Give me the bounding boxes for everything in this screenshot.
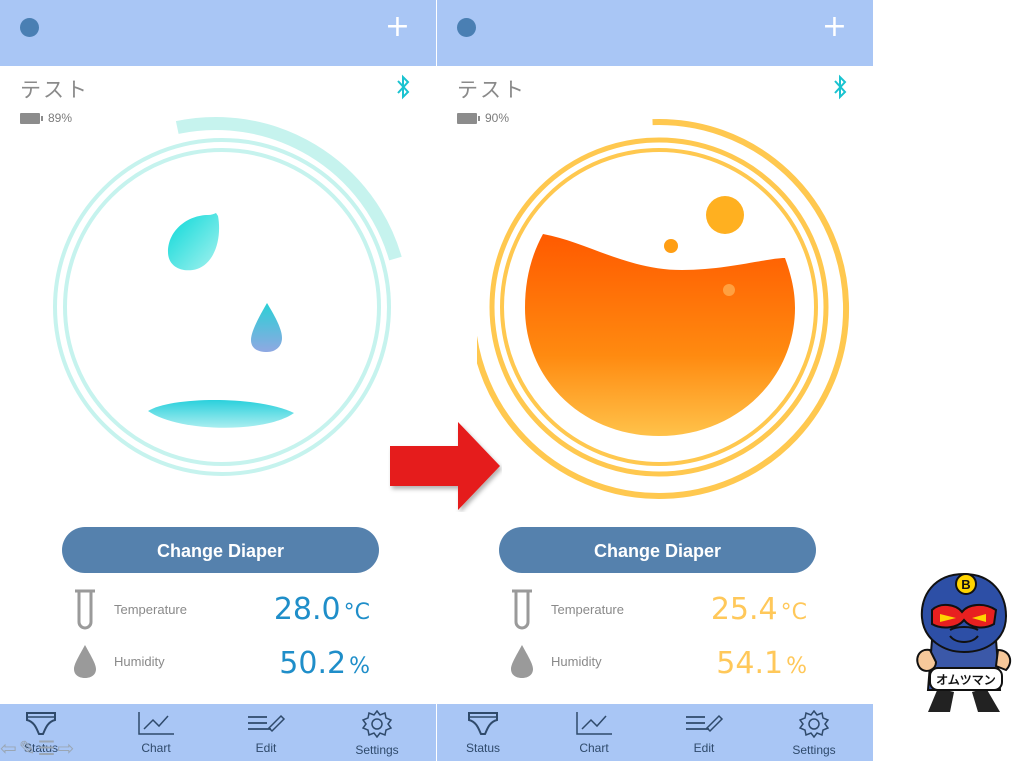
edit-icon [248, 714, 286, 733]
left-phone-screen: + テスト 89% Change Diaper [0, 0, 436, 761]
diaper-status-gauge [53, 117, 402, 476]
water-drop-icon [168, 213, 220, 271]
bluetooth-icon[interactable] [833, 74, 847, 100]
gear-icon [799, 710, 829, 738]
temperature-label: Temperature [551, 602, 624, 617]
nav-status-label: Status [465, 741, 501, 755]
temperature-label: Temperature [114, 602, 187, 617]
pen-icon[interactable]: ✎ [18, 738, 36, 760]
humidity-row: Humidity 54.1% [437, 642, 873, 686]
change-diaper-button[interactable]: Change Diaper [499, 527, 816, 573]
test-tube-icon [75, 589, 95, 630]
battery-icon [20, 112, 43, 124]
menu-icon[interactable]: ☰ [37, 738, 56, 760]
status-dot[interactable] [20, 18, 39, 37]
nav-edit-label: Edit [693, 741, 715, 755]
chart-icon [138, 712, 174, 735]
progress-arc [175, 117, 402, 261]
nav-status[interactable]: Status [438, 710, 528, 755]
change-diaper-button[interactable]: Change Diaper [62, 527, 379, 573]
add-icon[interactable]: + [821, 9, 847, 44]
humidity-value: 54.1% [716, 646, 807, 681]
nav-edit[interactable]: Edit [659, 710, 749, 755]
nav-settings-label: Settings [355, 743, 399, 757]
temperature-value: 28.0 °C [273, 592, 370, 627]
chart-icon [576, 712, 612, 735]
prev-arrow-icon[interactable]: ⇦ [0, 738, 17, 760]
add-icon[interactable]: + [384, 9, 410, 44]
temperature-row: Temperature 28.0 °C [0, 588, 436, 632]
battery-percent: 89% [48, 111, 73, 125]
status-dot[interactable] [457, 18, 476, 37]
slide-nav-overlay: ⇦ ✎ ☰ ⇨ [0, 736, 74, 761]
mascot-badge-text: オムツマン [936, 673, 996, 687]
temperature-value: 25.4 °C [710, 592, 807, 627]
diaper-icon [468, 712, 498, 735]
nav-edit-label: Edit [255, 741, 277, 755]
nav-settings[interactable]: Settings [332, 710, 422, 757]
humidity-row: Humidity 50.2% [0, 642, 436, 686]
top-bar: + [437, 0, 873, 66]
test-tube-icon [512, 589, 532, 630]
nav-status-label: Status [23, 741, 59, 755]
nav-settings[interactable]: Settings [769, 710, 859, 757]
battery-indicator: 90% [457, 111, 509, 125]
mascot-letter: B [961, 577, 970, 592]
temperature-row: Temperature 25.4 °C [437, 588, 873, 632]
bubble-icon [723, 284, 735, 296]
humidity-label: Humidity [114, 654, 165, 669]
nav-settings-label: Settings [792, 743, 836, 757]
gear-icon [362, 710, 392, 738]
water-drop-icon [251, 303, 282, 352]
top-bar: + [0, 0, 436, 66]
progress-arc [477, 119, 849, 499]
bottom-nav: Status Chart Edit Settings [0, 704, 436, 761]
battery-percent: 90% [485, 111, 510, 125]
diaper-icon [26, 712, 56, 735]
nav-chart-label: Chart [141, 741, 171, 755]
drop-icon [511, 645, 533, 678]
battery-indicator: 89% [20, 111, 72, 125]
battery-icon [457, 112, 480, 124]
bubble-icon [706, 196, 744, 234]
nav-chart[interactable]: Chart [549, 710, 639, 755]
puddle-icon [148, 399, 294, 428]
bottom-nav: Status Chart Edit Settings [437, 704, 873, 761]
nav-chart-label: Chart [579, 741, 609, 755]
mascot-character-icon: B オムツマン [916, 572, 1012, 712]
edit-icon [686, 714, 724, 733]
drop-icon [74, 645, 96, 678]
urine-fill-icon [525, 234, 795, 436]
bubble-icon [664, 239, 678, 253]
next-arrow-icon[interactable]: ⇨ [57, 738, 75, 760]
bluetooth-icon[interactable] [396, 74, 410, 100]
nav-status[interactable]: Status [0, 710, 86, 755]
transition-arrow-icon [390, 422, 500, 510]
device-name: テスト [457, 78, 526, 102]
right-phone-screen: + テスト 90% Change Diaper Temperature 25.4… [437, 0, 873, 761]
device-name: テスト [20, 78, 89, 102]
nav-chart[interactable]: Chart [111, 710, 201, 755]
humidity-label: Humidity [551, 654, 602, 669]
diaper-status-gauge [477, 119, 849, 499]
nav-edit[interactable]: Edit [221, 710, 311, 755]
humidity-value: 50.2% [279, 646, 370, 681]
